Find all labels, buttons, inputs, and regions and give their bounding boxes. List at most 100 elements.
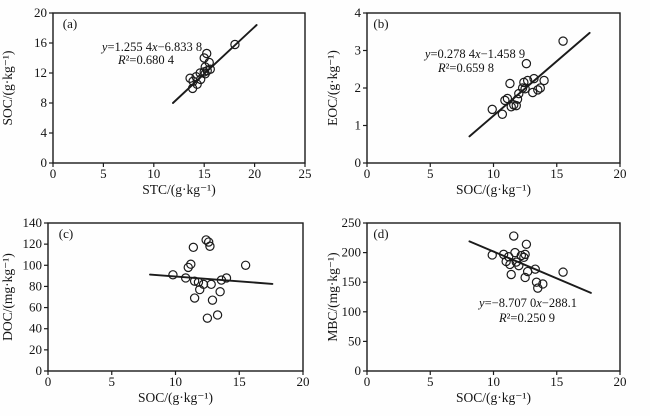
data-point — [520, 84, 530, 94]
y-tick-label: 80 — [29, 278, 42, 293]
panel-c-chart: 0 5 10 15 20 0 20 40 60 80 100 120 140 SOC/(g·kg⁻¹) DO… — [0, 215, 310, 405]
y-tick-label: 20 — [34, 5, 47, 20]
data-point — [506, 102, 516, 112]
data-point — [168, 270, 178, 280]
data-point — [506, 269, 516, 280]
y-axis-label: MBC/(mg·kg⁻¹) — [325, 252, 340, 341]
data-point — [505, 259, 515, 270]
y-tick-label: 4 — [355, 5, 362, 20]
data-point — [500, 95, 510, 106]
r-squared-label: R²=0.250 9 — [498, 311, 555, 325]
equation-label: y=−8.707 0x−288.1 — [477, 296, 577, 310]
data-point — [230, 39, 240, 50]
panel-letter: (c) — [59, 226, 73, 241]
data-point — [202, 48, 212, 59]
y-tick-label: 3 — [355, 43, 362, 58]
x-tick-label: 20 — [614, 166, 627, 181]
data-point — [514, 260, 524, 271]
y-tick-label: 120 — [23, 236, 43, 251]
panel-letter: (a) — [63, 16, 77, 31]
data-point — [509, 231, 519, 241]
y-tick-label: 1 — [355, 118, 362, 133]
x-tick-label: 10 — [487, 374, 500, 389]
plot-box — [366, 12, 621, 164]
y-tick-label: 200 — [342, 245, 362, 260]
y-tick-label: 250 — [342, 215, 362, 230]
x-tick-label: 10 — [147, 166, 160, 181]
data-point — [521, 239, 532, 250]
data-point — [558, 267, 568, 277]
data-point — [502, 93, 513, 104]
x-tick-label: 10 — [169, 374, 182, 389]
x-tick-label: 5 — [427, 166, 434, 181]
data-point — [520, 249, 530, 260]
x-tick-label: 20 — [297, 374, 310, 389]
data-point — [533, 85, 543, 95]
data-point — [186, 259, 196, 269]
r-squared-label: R²=0.659 8 — [437, 61, 494, 75]
y-tick-label: 0 — [355, 155, 362, 170]
x-tick-label: 15 — [233, 374, 246, 389]
data-point — [216, 275, 227, 285]
data-point — [183, 262, 193, 273]
equation-label: y=1.255 4x−6.833 8 — [100, 40, 202, 54]
data-point — [531, 277, 542, 287]
y-axis-label: DOC/(mg·kg⁻¹) — [0, 253, 15, 341]
data-point — [528, 87, 538, 98]
x-tick-label: 5 — [100, 166, 107, 181]
y-tick-label: 140 — [23, 215, 43, 230]
data-point — [516, 250, 527, 261]
panel-letter: (b) — [373, 16, 388, 31]
panel-a-chart: 0 5 10 15 20 25 0 4 8 12 16 20 STC/(g·kg⁻¹) SOC/(g·kg… — [0, 5, 312, 197]
x-tick-label: 15 — [550, 166, 563, 181]
x-tick-label: 0 — [45, 374, 52, 389]
data-point — [212, 310, 223, 320]
data-point — [512, 94, 523, 104]
data-point — [240, 260, 251, 270]
data-point — [206, 279, 216, 290]
r-squared-label: R²=0.680 4 — [117, 53, 175, 67]
data-point — [202, 313, 213, 323]
y-tick-label: 2 — [355, 80, 362, 95]
x-tick-label: 0 — [364, 166, 371, 181]
y-tick-label: 0 — [355, 363, 362, 378]
data-point — [200, 69, 210, 79]
x-tick-label: 15 — [198, 166, 211, 181]
y-tick-label: 50 — [348, 333, 361, 348]
plot-box — [47, 222, 304, 372]
data-point — [189, 293, 200, 303]
data-point — [511, 100, 521, 111]
plot-box — [52, 12, 306, 164]
data-point — [193, 277, 204, 287]
y-tick-label: 8 — [41, 95, 48, 110]
data-point — [529, 73, 539, 84]
x-tick-label: 20 — [614, 374, 627, 389]
regression-line — [149, 273, 274, 285]
data-point — [487, 250, 497, 260]
panel-b-chart: 0 5 10 15 20 0 1 2 3 4 SOC/(g·kg⁻¹) EOC/(g·kg⁻¹) (b)… — [325, 5, 627, 197]
data-point — [520, 272, 530, 283]
data-point — [205, 241, 215, 251]
data-point — [199, 67, 209, 77]
data-point — [221, 273, 232, 283]
y-tick-label: 100 — [342, 304, 362, 319]
y-tick-label: 40 — [29, 321, 42, 336]
x-tick-label: 10 — [487, 166, 500, 181]
data-point — [530, 264, 540, 274]
x-axis-label: SOC/(g·kg⁻¹) — [138, 390, 213, 405]
regression-line — [468, 240, 592, 294]
data-point — [203, 237, 214, 247]
data-point — [535, 83, 546, 93]
y-tick-label: 100 — [23, 257, 43, 272]
panel-letter: (d) — [373, 226, 388, 241]
panel-d-chart: 0 5 10 15 20050100150200250SOC/(g·kg⁻¹)MBC/(… — [325, 215, 627, 405]
x-axis-label: SOC/(g·kg⁻¹) — [456, 182, 531, 197]
x-tick-label: 0 — [50, 166, 57, 181]
data-point — [487, 104, 497, 115]
y-tick-label: 20 — [29, 342, 42, 357]
data-point — [187, 83, 198, 94]
regression-line — [172, 24, 258, 104]
data-point — [189, 276, 200, 286]
x-tick-label: 0 — [364, 374, 371, 389]
